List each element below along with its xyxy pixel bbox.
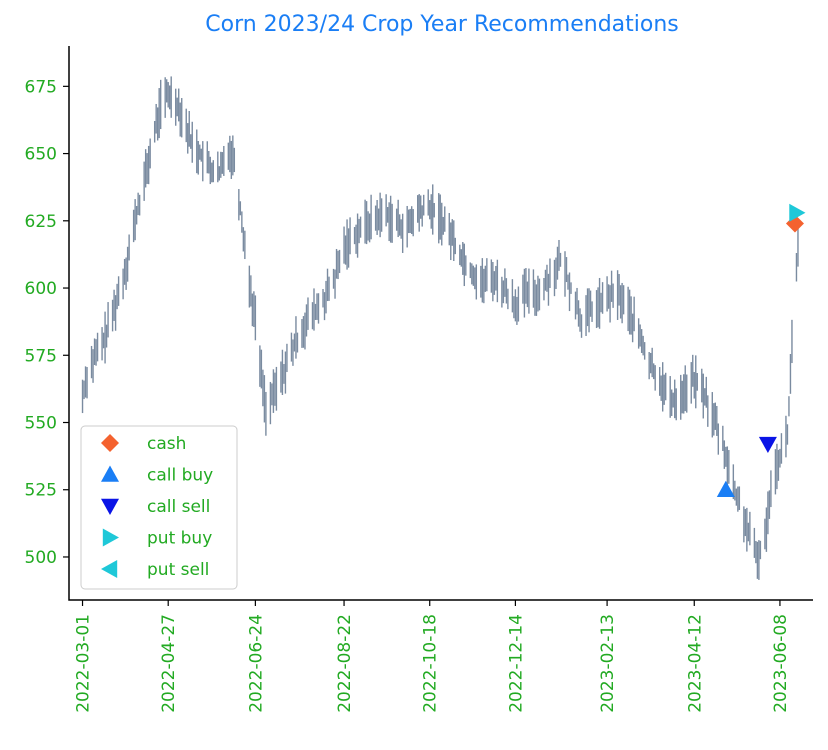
legend-label: cash [147, 434, 186, 454]
y-tick-label: 625 [25, 212, 57, 232]
legend: cash call buy call sell put buy put sell [80, 425, 238, 590]
recommendation-markers [716, 203, 806, 497]
y-axis: 500 525 550 575 600 625 650 675 [25, 77, 69, 568]
y-tick-label: 675 [25, 77, 57, 97]
legend-label: put buy [147, 529, 212, 549]
x-tick-label: 2022-10-18 [421, 614, 441, 713]
put-buy-legend-icon [102, 528, 119, 547]
call-buy-legend-icon [101, 465, 119, 482]
legend-label: call sell [147, 497, 210, 517]
chart-title: Corn 2023/24 Crop Year Recommendations [205, 12, 679, 37]
call-sell-marker [758, 436, 777, 454]
cash-legend-icon [101, 434, 119, 452]
price-series [81, 76, 799, 580]
call-buy-marker [716, 480, 735, 497]
y-tick-label: 525 [25, 481, 57, 501]
x-tick-label: 2023-06-08 [771, 614, 791, 713]
put-buy-marker [789, 203, 806, 222]
legend-label: call buy [147, 466, 213, 486]
put-sell-legend-icon [101, 560, 118, 578]
x-tick-label: 2022-03-01 [74, 614, 94, 713]
legend-label: put sell [147, 560, 209, 580]
x-tick-label: 2022-06-24 [246, 614, 266, 713]
x-tick-label: 2022-08-22 [335, 614, 355, 713]
y-tick-label: 500 [25, 548, 57, 568]
y-tick-label: 650 [25, 145, 57, 165]
y-tick-label: 600 [25, 279, 57, 299]
legend-box [80, 425, 238, 590]
x-tick-label: 2023-04-12 [685, 614, 705, 713]
call-sell-legend-icon [101, 498, 119, 515]
x-tick-label: 2022-04-27 [159, 614, 179, 713]
y-tick-label: 575 [25, 346, 57, 366]
x-axis: 2022-03-01 2022-04-27 2022-06-24 2022-08-22… [74, 600, 791, 713]
y-tick-label: 550 [25, 414, 57, 434]
x-tick-label: 2022-12-14 [506, 614, 526, 713]
axes [68, 46, 813, 601]
x-tick-label: 2023-02-13 [598, 614, 618, 713]
